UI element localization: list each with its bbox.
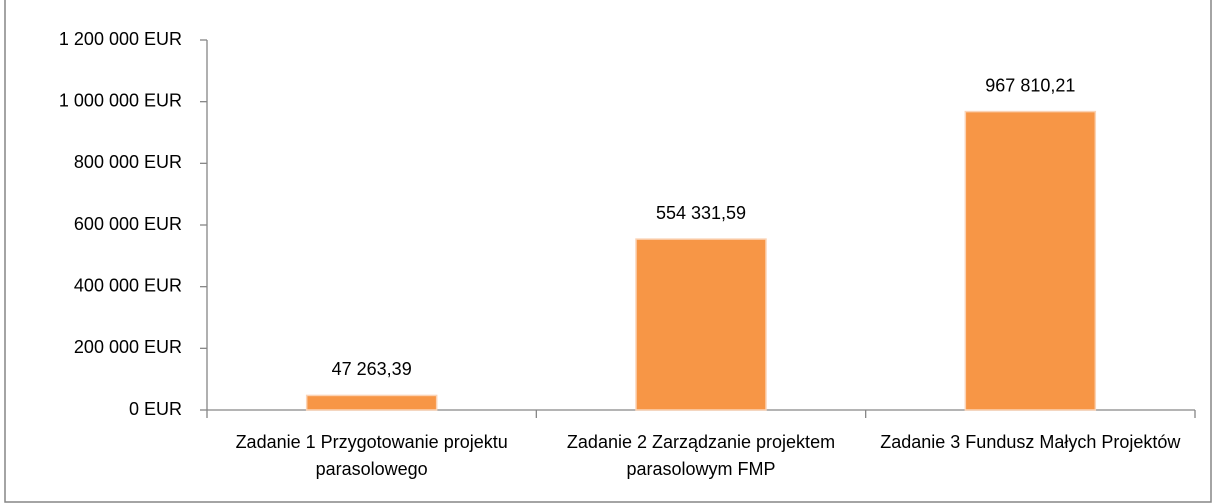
y-tick-label: 200 000 EUR	[74, 337, 182, 357]
x-tick-label: Zadanie 3 Fundusz Małych Projektów	[880, 432, 1181, 452]
bar	[635, 238, 767, 411]
x-tick-label: Zadanie 1 Przygotowanie projektu parasol…	[235, 432, 508, 479]
y-tick-label: 0 EUR	[129, 399, 182, 419]
value-label: 47 263,39	[332, 359, 412, 379]
chart-border	[4, 0, 1212, 503]
y-tick-label: 400 000 EUR	[74, 275, 182, 295]
y-tick-label: 1 000 000 EUR	[59, 90, 182, 110]
bar	[305, 394, 438, 411]
value-label: 967 810,21	[985, 75, 1075, 95]
bar	[964, 110, 1097, 411]
value-label: 554 331,59	[656, 203, 746, 223]
x-tick-label: Zadanie 2 Zarządzanie projektem parasolo…	[566, 432, 836, 479]
y-tick-label: 600 000 EUR	[74, 214, 182, 234]
y-tick-label: 800 000 EUR	[74, 152, 182, 172]
y-tick-label: 1 200 000 EUR	[59, 29, 182, 49]
